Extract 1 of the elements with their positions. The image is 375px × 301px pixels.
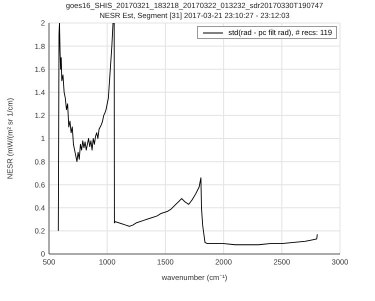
line-series xyxy=(58,23,318,246)
